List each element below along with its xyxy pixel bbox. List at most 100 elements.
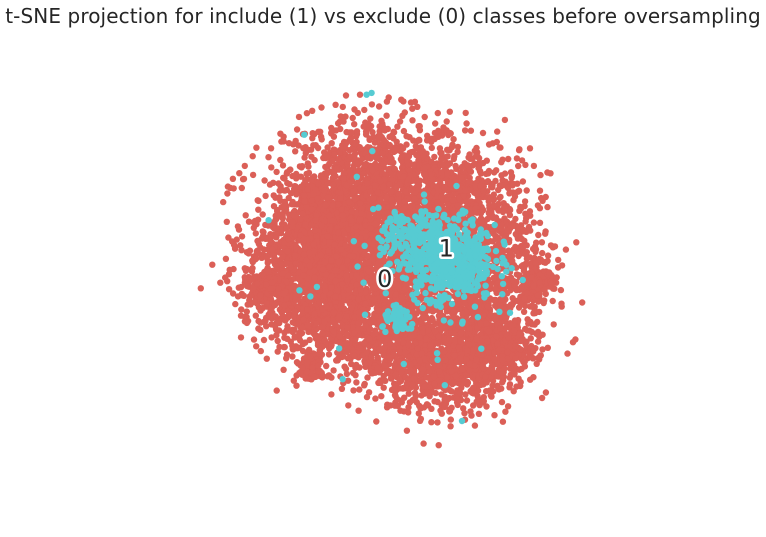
class-0-point — [438, 156, 445, 163]
class-0-point — [368, 101, 376, 108]
class-0-point — [322, 163, 329, 171]
class-0-point — [356, 216, 364, 223]
class-0-point — [369, 129, 376, 136]
class-0-point — [343, 182, 350, 189]
class-0-point — [329, 175, 336, 182]
class-0-point — [332, 101, 339, 109]
class-0-point — [342, 92, 350, 99]
class-0-point — [373, 418, 380, 425]
class-0-point — [412, 143, 419, 150]
class-0-point — [279, 254, 286, 261]
class-0-point — [408, 149, 415, 156]
class-0-point — [252, 255, 260, 262]
class-0-point — [348, 208, 355, 216]
class-0-point — [273, 168, 280, 176]
class-0-point — [310, 241, 317, 248]
class-0-point — [337, 125, 344, 133]
class-0-point — [357, 235, 364, 242]
class-0-point — [438, 410, 445, 417]
class-0-point — [254, 247, 261, 254]
class-0-point — [325, 247, 332, 254]
class-0-point — [306, 249, 313, 257]
class-0-point — [229, 175, 237, 182]
class-0-point — [324, 144, 331, 151]
class-0-point — [286, 166, 293, 174]
class-0-point — [272, 194, 279, 201]
class-0-point — [298, 264, 305, 271]
class-0-point — [250, 224, 257, 231]
class-0-point — [289, 353, 296, 360]
class-0-point — [372, 395, 379, 402]
class-0-point — [385, 94, 392, 101]
class-0-point — [323, 169, 331, 176]
class-0-point — [220, 198, 227, 206]
class-0-point — [365, 389, 373, 396]
class-0-point — [360, 123, 367, 130]
class-0-point — [339, 103, 346, 111]
class-0-point — [538, 394, 546, 402]
class-0-point — [305, 169, 313, 177]
class-0-point — [335, 258, 342, 266]
class-0-point — [440, 124, 447, 131]
class-0-point — [398, 368, 405, 376]
chart-title: t-SNE projection for include (1) vs excl… — [5, 4, 761, 28]
class-0-point — [230, 241, 238, 248]
class-0-point — [400, 127, 408, 135]
class-0-point — [395, 191, 402, 198]
class-0-point — [389, 201, 396, 208]
class-0-point — [323, 153, 331, 160]
class-0-point — [388, 132, 396, 139]
class-0-point — [396, 118, 404, 125]
class-0-point — [238, 233, 246, 240]
class-0-point — [351, 121, 358, 128]
class-0-point — [293, 126, 301, 133]
class-0-point — [309, 107, 316, 115]
class-0-point — [431, 153, 438, 161]
class-0-point — [284, 248, 291, 255]
class-0-point — [318, 104, 325, 111]
class-0-point — [276, 249, 283, 256]
class-0-point — [225, 234, 232, 241]
class-0-point — [292, 148, 299, 155]
class-0-point — [245, 218, 253, 225]
class-0-point — [279, 162, 287, 169]
class-0-point — [348, 129, 355, 136]
class-0-point — [240, 292, 248, 299]
class-0-point — [409, 396, 416, 404]
class-0-point — [244, 282, 251, 290]
class-0-point — [293, 191, 300, 198]
class-0-point — [409, 105, 416, 112]
class-0-point — [344, 257, 351, 264]
class-0-point — [342, 140, 350, 147]
class-0-point — [197, 285, 204, 292]
class-0-point — [355, 407, 362, 414]
class-0-point — [421, 383, 429, 390]
class-0-point — [403, 427, 411, 434]
class-0-point — [305, 163, 312, 170]
class-0-point — [275, 180, 282, 187]
class-0-point — [366, 135, 373, 142]
class-0-point — [504, 403, 512, 410]
class-0-point — [253, 343, 260, 350]
class-0-point — [447, 416, 454, 423]
class-0-point — [277, 130, 284, 137]
class-0-point — [285, 236, 292, 243]
class-0-point — [225, 271, 233, 278]
class-0-point — [243, 308, 250, 315]
class-0-point — [438, 391, 445, 398]
class-0-point — [270, 203, 278, 210]
class-0-point — [428, 138, 435, 145]
class-0-point — [257, 347, 264, 355]
class-0-point — [267, 145, 275, 152]
class-0-point — [369, 255, 376, 263]
class-0-point — [311, 227, 319, 234]
class-0-point — [390, 159, 397, 166]
class-0-point — [376, 128, 383, 135]
class-0-point — [435, 442, 442, 449]
class-0-point — [297, 215, 304, 223]
class-0-point — [404, 209, 411, 216]
class-0-point — [279, 203, 287, 210]
class-0-point — [542, 389, 550, 396]
class-0-point — [434, 419, 441, 426]
